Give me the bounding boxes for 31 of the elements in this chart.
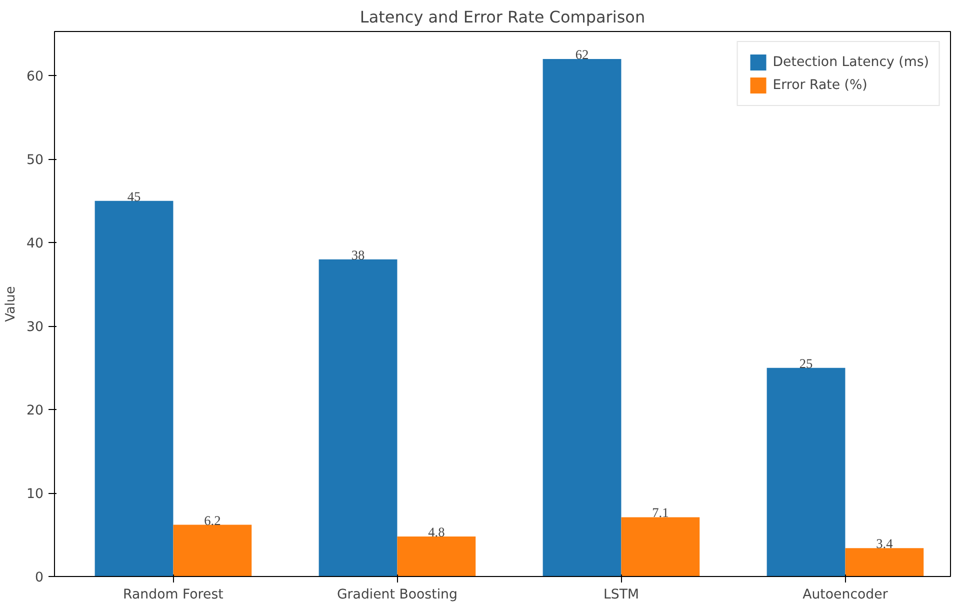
bar: [542, 59, 622, 576]
x-tick-label: Autoencoder: [802, 588, 888, 602]
x-tick-label: Random Forest: [123, 588, 224, 602]
bar: [94, 200, 174, 576]
y-tick-label: 60: [26, 70, 44, 85]
bar: [397, 536, 476, 576]
bar: [318, 259, 398, 576]
y-tick-label: 0: [35, 570, 44, 586]
data-label: 62: [575, 47, 589, 62]
x-tick-label: LSTM: [603, 588, 639, 602]
y-tick-label: 10: [26, 487, 44, 502]
data-label: 38: [351, 247, 366, 262]
bar: [621, 517, 700, 576]
y-axis-title: Value: [4, 286, 19, 322]
data-label: 4.8: [428, 524, 446, 540]
bar: [766, 368, 846, 576]
bar: [173, 524, 252, 576]
bar: [845, 548, 924, 576]
data-label: 6.2: [204, 512, 221, 528]
data-label: 7.1: [652, 505, 669, 520]
legend-label: Error Rate (%): [772, 78, 868, 92]
y-tick-label: 50: [26, 153, 44, 168]
data-label: 45: [127, 188, 142, 204]
y-tick-label: 20: [26, 404, 44, 419]
data-label: 3.4: [876, 536, 894, 552]
y-tick-label: 30: [26, 320, 44, 336]
data-label: 25: [799, 356, 814, 371]
y-tick-label: 40: [26, 236, 44, 252]
legend-label: Detection Latency (ms): [772, 54, 929, 70]
x-tick-label: Gradient Boosting: [336, 588, 458, 602]
chart-title: Latency and Error Rate Comparison: [360, 8, 646, 26]
